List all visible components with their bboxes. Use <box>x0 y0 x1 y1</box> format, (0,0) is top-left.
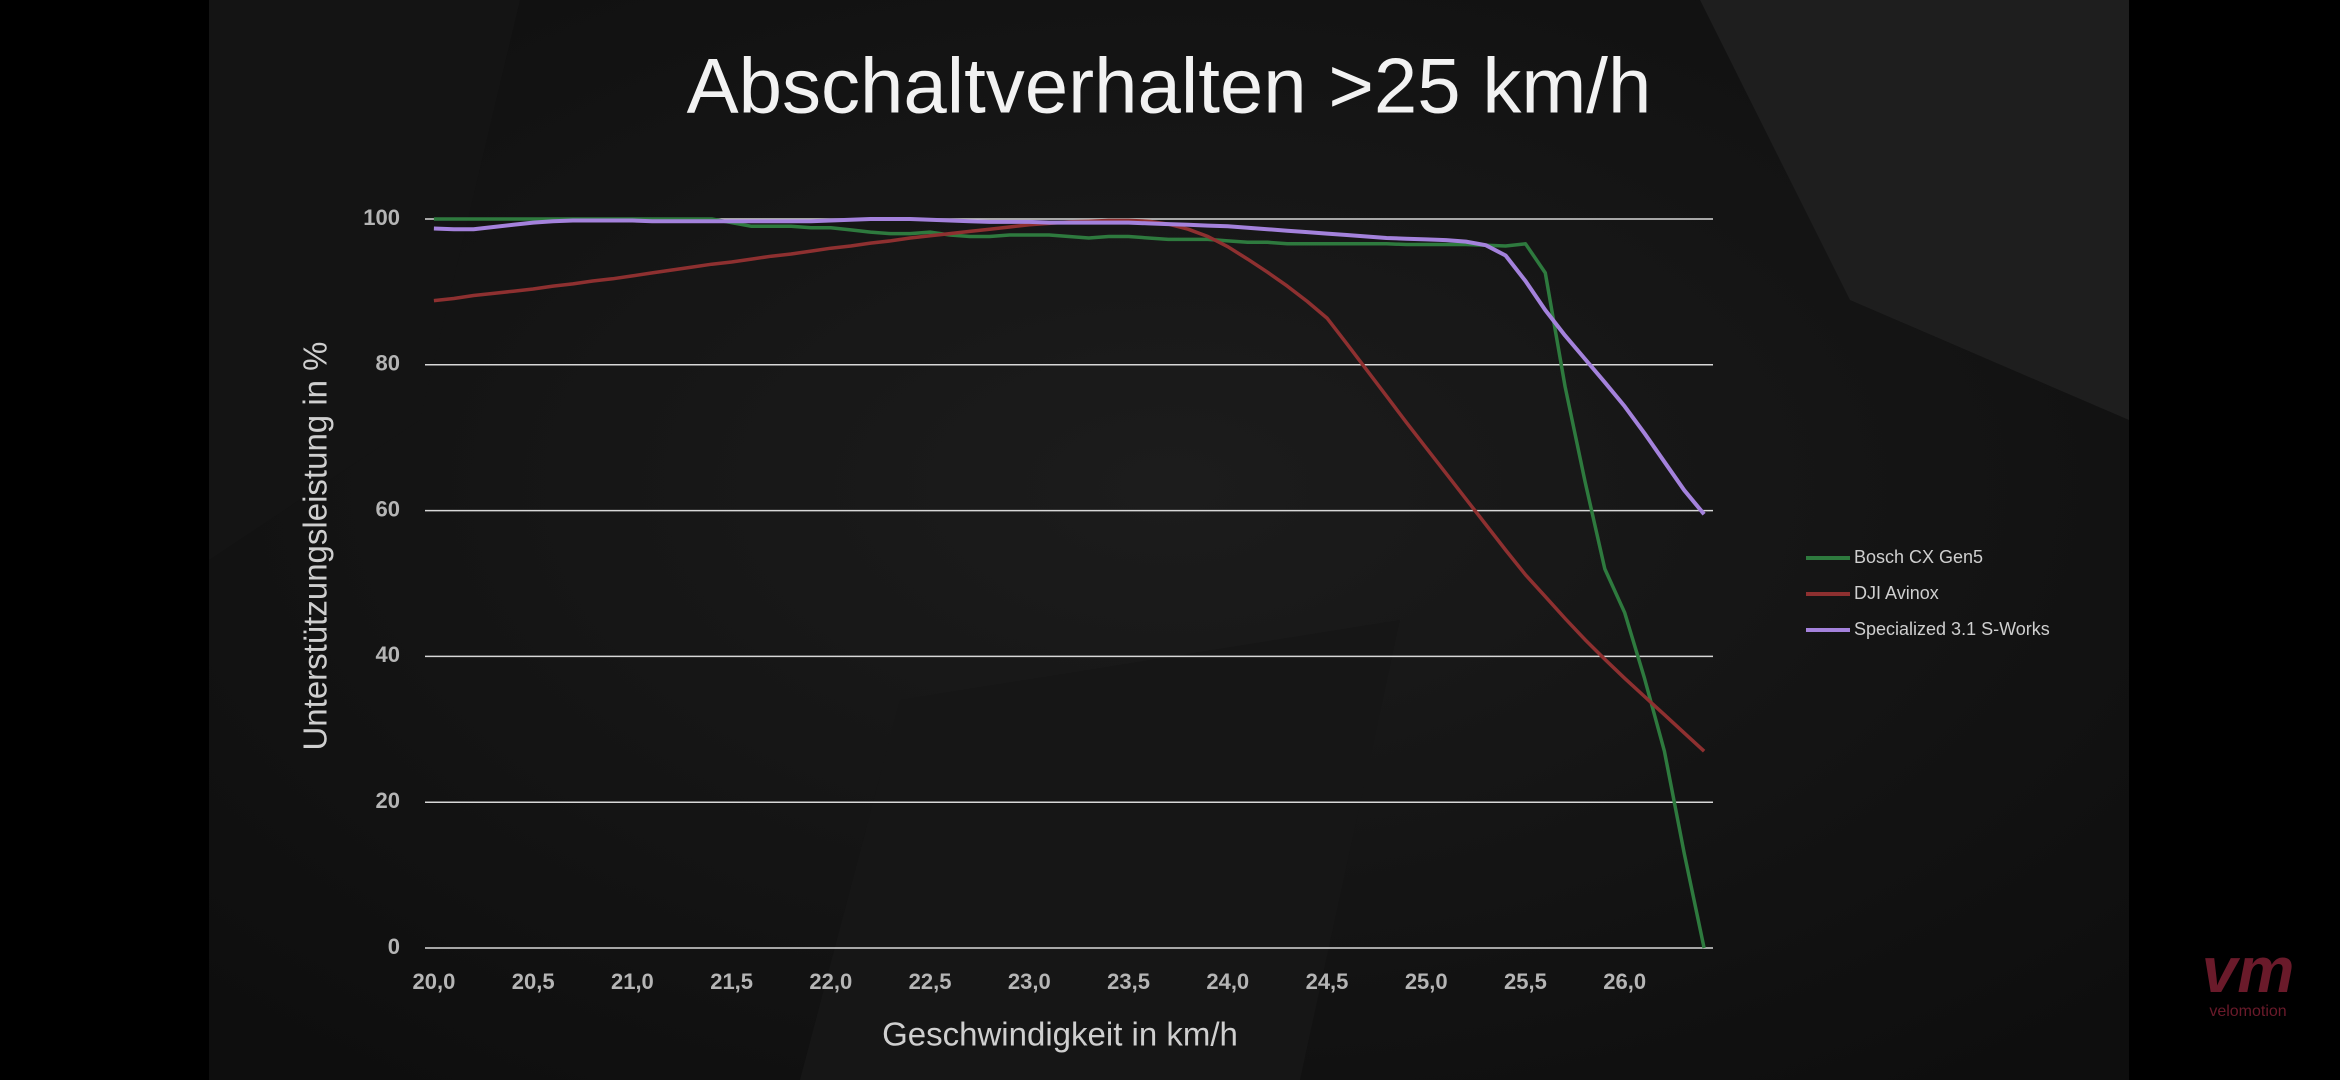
x-tick-label: 21,0 <box>611 969 654 994</box>
y-tick-label: 100 <box>363 205 400 230</box>
x-tick-label: 23,0 <box>1008 969 1051 994</box>
x-tick-label: 25,0 <box>1405 969 1448 994</box>
x-tick-label: 26,0 <box>1603 969 1646 994</box>
legend-label: Bosch CX Gen5 <box>1854 547 1983 567</box>
y-tick-label: 40 <box>376 642 400 667</box>
x-tick-label: 21,5 <box>710 969 753 994</box>
logo-name: velomotion <box>2209 1003 2286 1020</box>
x-tick-label: 20,0 <box>413 969 456 994</box>
x-tick-label: 23,5 <box>1107 969 1150 994</box>
x-tick-label: 24,5 <box>1306 969 1349 994</box>
logo-mark: vm <box>2202 934 2295 1006</box>
background-facet <box>209 0 520 560</box>
series-line <box>433 217 1706 516</box>
x-tick-label: 20,5 <box>512 969 555 994</box>
y-tick-label: 0 <box>388 934 400 959</box>
y-axis-label: Unterstützungsleistung in % <box>297 341 334 750</box>
x-tick-label: 22,5 <box>909 969 952 994</box>
background-facet <box>1700 0 2129 420</box>
y-tick-label: 60 <box>376 496 400 521</box>
chart-title: Abschaltverhalten >25 km/h <box>687 42 1652 130</box>
y-tick-label: 80 <box>376 351 400 376</box>
x-tick-label: 24,0 <box>1206 969 1249 994</box>
x-tick-label: 22,0 <box>809 969 852 994</box>
y-tick-label: 20 <box>376 788 400 813</box>
x-tick-label: 25,5 <box>1504 969 1547 994</box>
x-axis-label: Geschwindigkeit in km/h <box>882 1016 1238 1053</box>
legend-label: Specialized 3.1 S-Works <box>1854 619 2050 639</box>
legend-label: DJI Avinox <box>1854 583 1939 603</box>
background-facet <box>800 620 1400 1080</box>
